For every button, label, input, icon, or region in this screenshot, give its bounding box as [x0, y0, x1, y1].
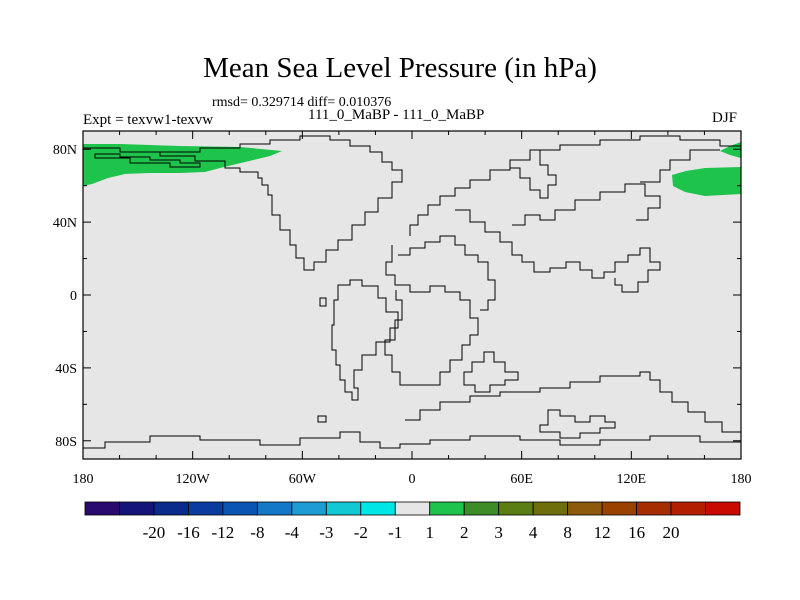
colorbar-label: -20 [143, 523, 166, 542]
coastline-australia [463, 351, 519, 393]
y-tick-label: 80N [53, 143, 77, 158]
y-tick-label: 40S [55, 362, 77, 377]
coastline-antarctica [83, 415, 741, 449]
colorbar-swatch [670, 501, 706, 516]
colorbar-label: -3 [319, 523, 333, 542]
colorbar-swatch [84, 501, 120, 516]
map-background [83, 131, 741, 459]
colorbar-swatch [601, 501, 637, 516]
colorbar-swatch [394, 501, 431, 516]
colorbar-swatch [498, 501, 534, 516]
colorbar-label: -12 [212, 523, 235, 542]
chart-title: Mean Sea Level Pressure (in hPa) [203, 52, 597, 84]
coastline-south-america [319, 279, 399, 401]
colorbar-swatch [325, 501, 362, 516]
colorbar: -20 -16 -12 -8 -4 -3 -2 -1 1 2 3 4 8 12 16 20 [84, 501, 741, 542]
x-tick-label: 120W [176, 472, 211, 487]
colorbar-swatch [222, 501, 258, 516]
colorbar-swatch [153, 501, 189, 516]
x-tick-label: 60E [510, 472, 533, 487]
colorbar-label: 1 [425, 523, 434, 542]
y-tick-label: 40N [53, 216, 77, 231]
colorbar-label: 12 [594, 523, 611, 542]
colorbar-label: -1 [388, 523, 402, 542]
x-axis: 180 120W 60W 0 60E 120E 180 [73, 131, 752, 487]
x-tick-label: 0 [409, 472, 416, 487]
colorbar-swatch [567, 501, 603, 516]
colorbar-swatch [119, 501, 155, 516]
colorbar-swatch [429, 501, 465, 516]
x-tick-label: 60W [289, 472, 317, 487]
y-tick-label: 0 [70, 289, 77, 304]
coastline-arctic-islands [94, 153, 201, 168]
chart-subtitle: 111_0_MaBP - 111_0_MaBP [308, 107, 485, 123]
colorbar-label: 4 [529, 523, 538, 542]
coastline-asia-interior [512, 183, 661, 226]
coastline-eurasia [409, 135, 741, 293]
colorbar-swatch [705, 501, 741, 516]
colorbar-label: 3 [494, 523, 503, 542]
x-tick-label: 180 [731, 472, 752, 487]
colorbar-label: 16 [628, 523, 645, 542]
stats-text: rmsd= 0.329714 diff= 0.010376 [212, 95, 392, 110]
positive-region-north-america [83, 144, 282, 186]
x-tick-label: 120E [617, 472, 647, 487]
colorbar-label: 8 [563, 523, 572, 542]
colorbar-swatch [291, 501, 327, 516]
x-tick-label: 180 [73, 472, 94, 487]
colorbar-swatch [463, 501, 500, 516]
colorbar-label: -16 [177, 523, 200, 542]
coastline-antarctic-peninsula [405, 371, 741, 439]
positive-region-siberia [672, 167, 741, 196]
colorbar-swatch [532, 501, 569, 516]
colorbar-swatch [188, 501, 224, 516]
coastlines [83, 135, 741, 449]
y-tick-label: 80S [55, 435, 77, 450]
colorbar-label: 20 [663, 523, 680, 542]
colorbar-label: -8 [250, 523, 264, 542]
season-label: DJF [712, 110, 738, 126]
y-axis: 80N 40N 0 40S 80S [53, 143, 741, 450]
colorbar-label: -4 [285, 523, 300, 542]
colorbar-swatch [256, 501, 293, 516]
experiment-label: Expt = texvw1-texvw [83, 112, 214, 128]
colorbar-label: 2 [460, 523, 469, 542]
coastline-africa-europe [384, 235, 496, 386]
colorbar-swatch [360, 501, 396, 516]
coastline-north-america [83, 135, 403, 271]
colorbar-swatch [636, 501, 672, 516]
colorbar-label: -2 [354, 523, 368, 542]
